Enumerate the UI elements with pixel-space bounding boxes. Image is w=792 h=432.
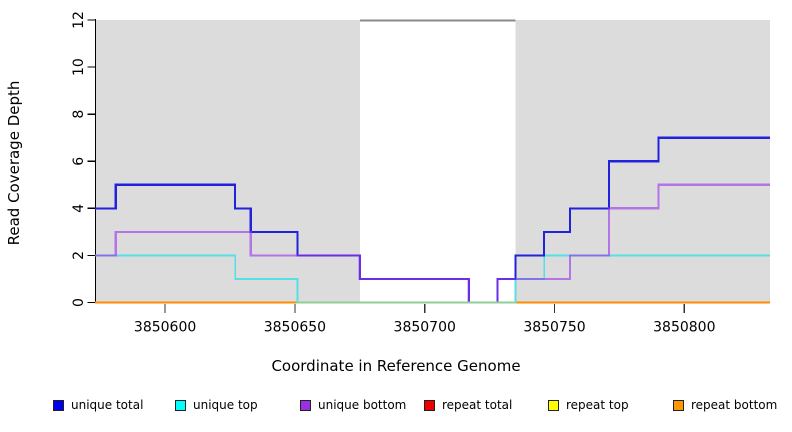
y-tick-label: 12 [71, 11, 87, 29]
y-tick-label: 6 [71, 157, 87, 166]
x-tick-label: 3850650 [264, 320, 326, 336]
legend-swatch-icon [175, 399, 186, 411]
legend-item-repeat-total: repeat total [424, 395, 512, 415]
legend-label: unique bottom [318, 398, 407, 412]
legend-label: repeat bottom [691, 398, 778, 412]
legend-swatch-icon [300, 399, 311, 411]
legend-label: repeat top [566, 398, 629, 412]
x-tick-label: 3850750 [523, 320, 585, 336]
y-axis-label: Read Coverage Depth [5, 80, 23, 246]
legend-swatch-icon [673, 399, 684, 411]
legend-label: unique top [193, 398, 258, 412]
x-axis-label: Coordinate in Reference Genome [271, 357, 521, 375]
legend-label: repeat total [442, 398, 513, 412]
legend-item-repeat-top: repeat top [548, 395, 629, 415]
x-tick-label: 3850600 [134, 320, 196, 336]
x-tick-label: 3850700 [394, 320, 456, 336]
legend: unique total unique top unique bottom repea… [0, 395, 792, 421]
y-tick-label: 0 [71, 298, 87, 307]
legend-swatch-icon [548, 399, 559, 411]
plot-canvas: 0 2 4 6 8 10 12 3850600 3850650 3850700 3850750 385… [71, 11, 770, 336]
legend-item-unique-bottom: unique bottom [300, 395, 406, 415]
legend-item-unique-top: unique top [175, 395, 258, 415]
legend-swatch-icon [424, 399, 435, 411]
shaded-region [95, 20, 360, 303]
legend-item-unique-total: unique total [53, 395, 143, 415]
legend-swatch-icon [53, 399, 64, 411]
y-tick-label: 8 [71, 110, 87, 119]
y-tick-label: 2 [71, 251, 87, 260]
y-tick-label: 4 [71, 204, 87, 213]
x-tick-label: 3850800 [653, 320, 715, 336]
legend-item-repeat-bottom: repeat bottom [673, 395, 777, 415]
y-tick-label: 10 [71, 58, 87, 76]
legend-label: unique total [71, 398, 144, 412]
